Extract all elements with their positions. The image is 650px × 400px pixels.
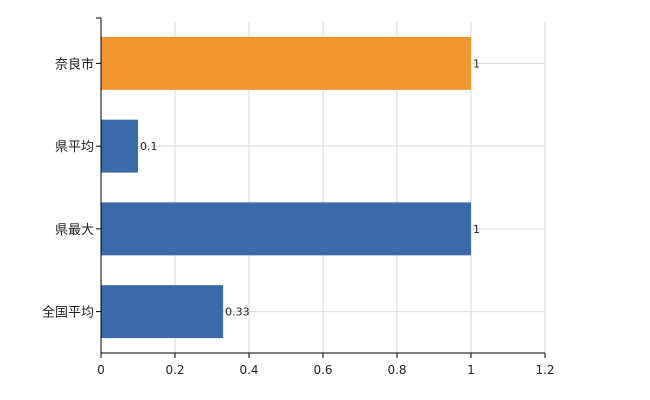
x-tick-label: 1 [467,363,475,377]
data-label: 1 [473,57,480,70]
x-tick-label: 0.6 [313,363,332,377]
x-tick-label: 0 [97,363,105,377]
category-label: 奈良市 [55,56,94,72]
data-label: 0.33 [225,306,250,319]
data-label: 1 [473,223,480,236]
category-label: 県最大 [55,223,94,238]
x-tick-label: 0.4 [239,363,258,377]
x-tick-label: 0.8 [387,363,406,377]
axes [96,17,546,358]
bars [101,36,471,339]
bar [101,202,471,256]
bar [101,119,138,173]
x-tick-label: 0.2 [165,363,184,377]
data-label: 0.1 [140,140,158,153]
category-label: 全国平均 [42,305,94,321]
bar [101,36,471,90]
x-tick-label: 1.2 [535,363,554,377]
category-label: 県平均 [55,140,94,155]
bar [101,285,224,339]
